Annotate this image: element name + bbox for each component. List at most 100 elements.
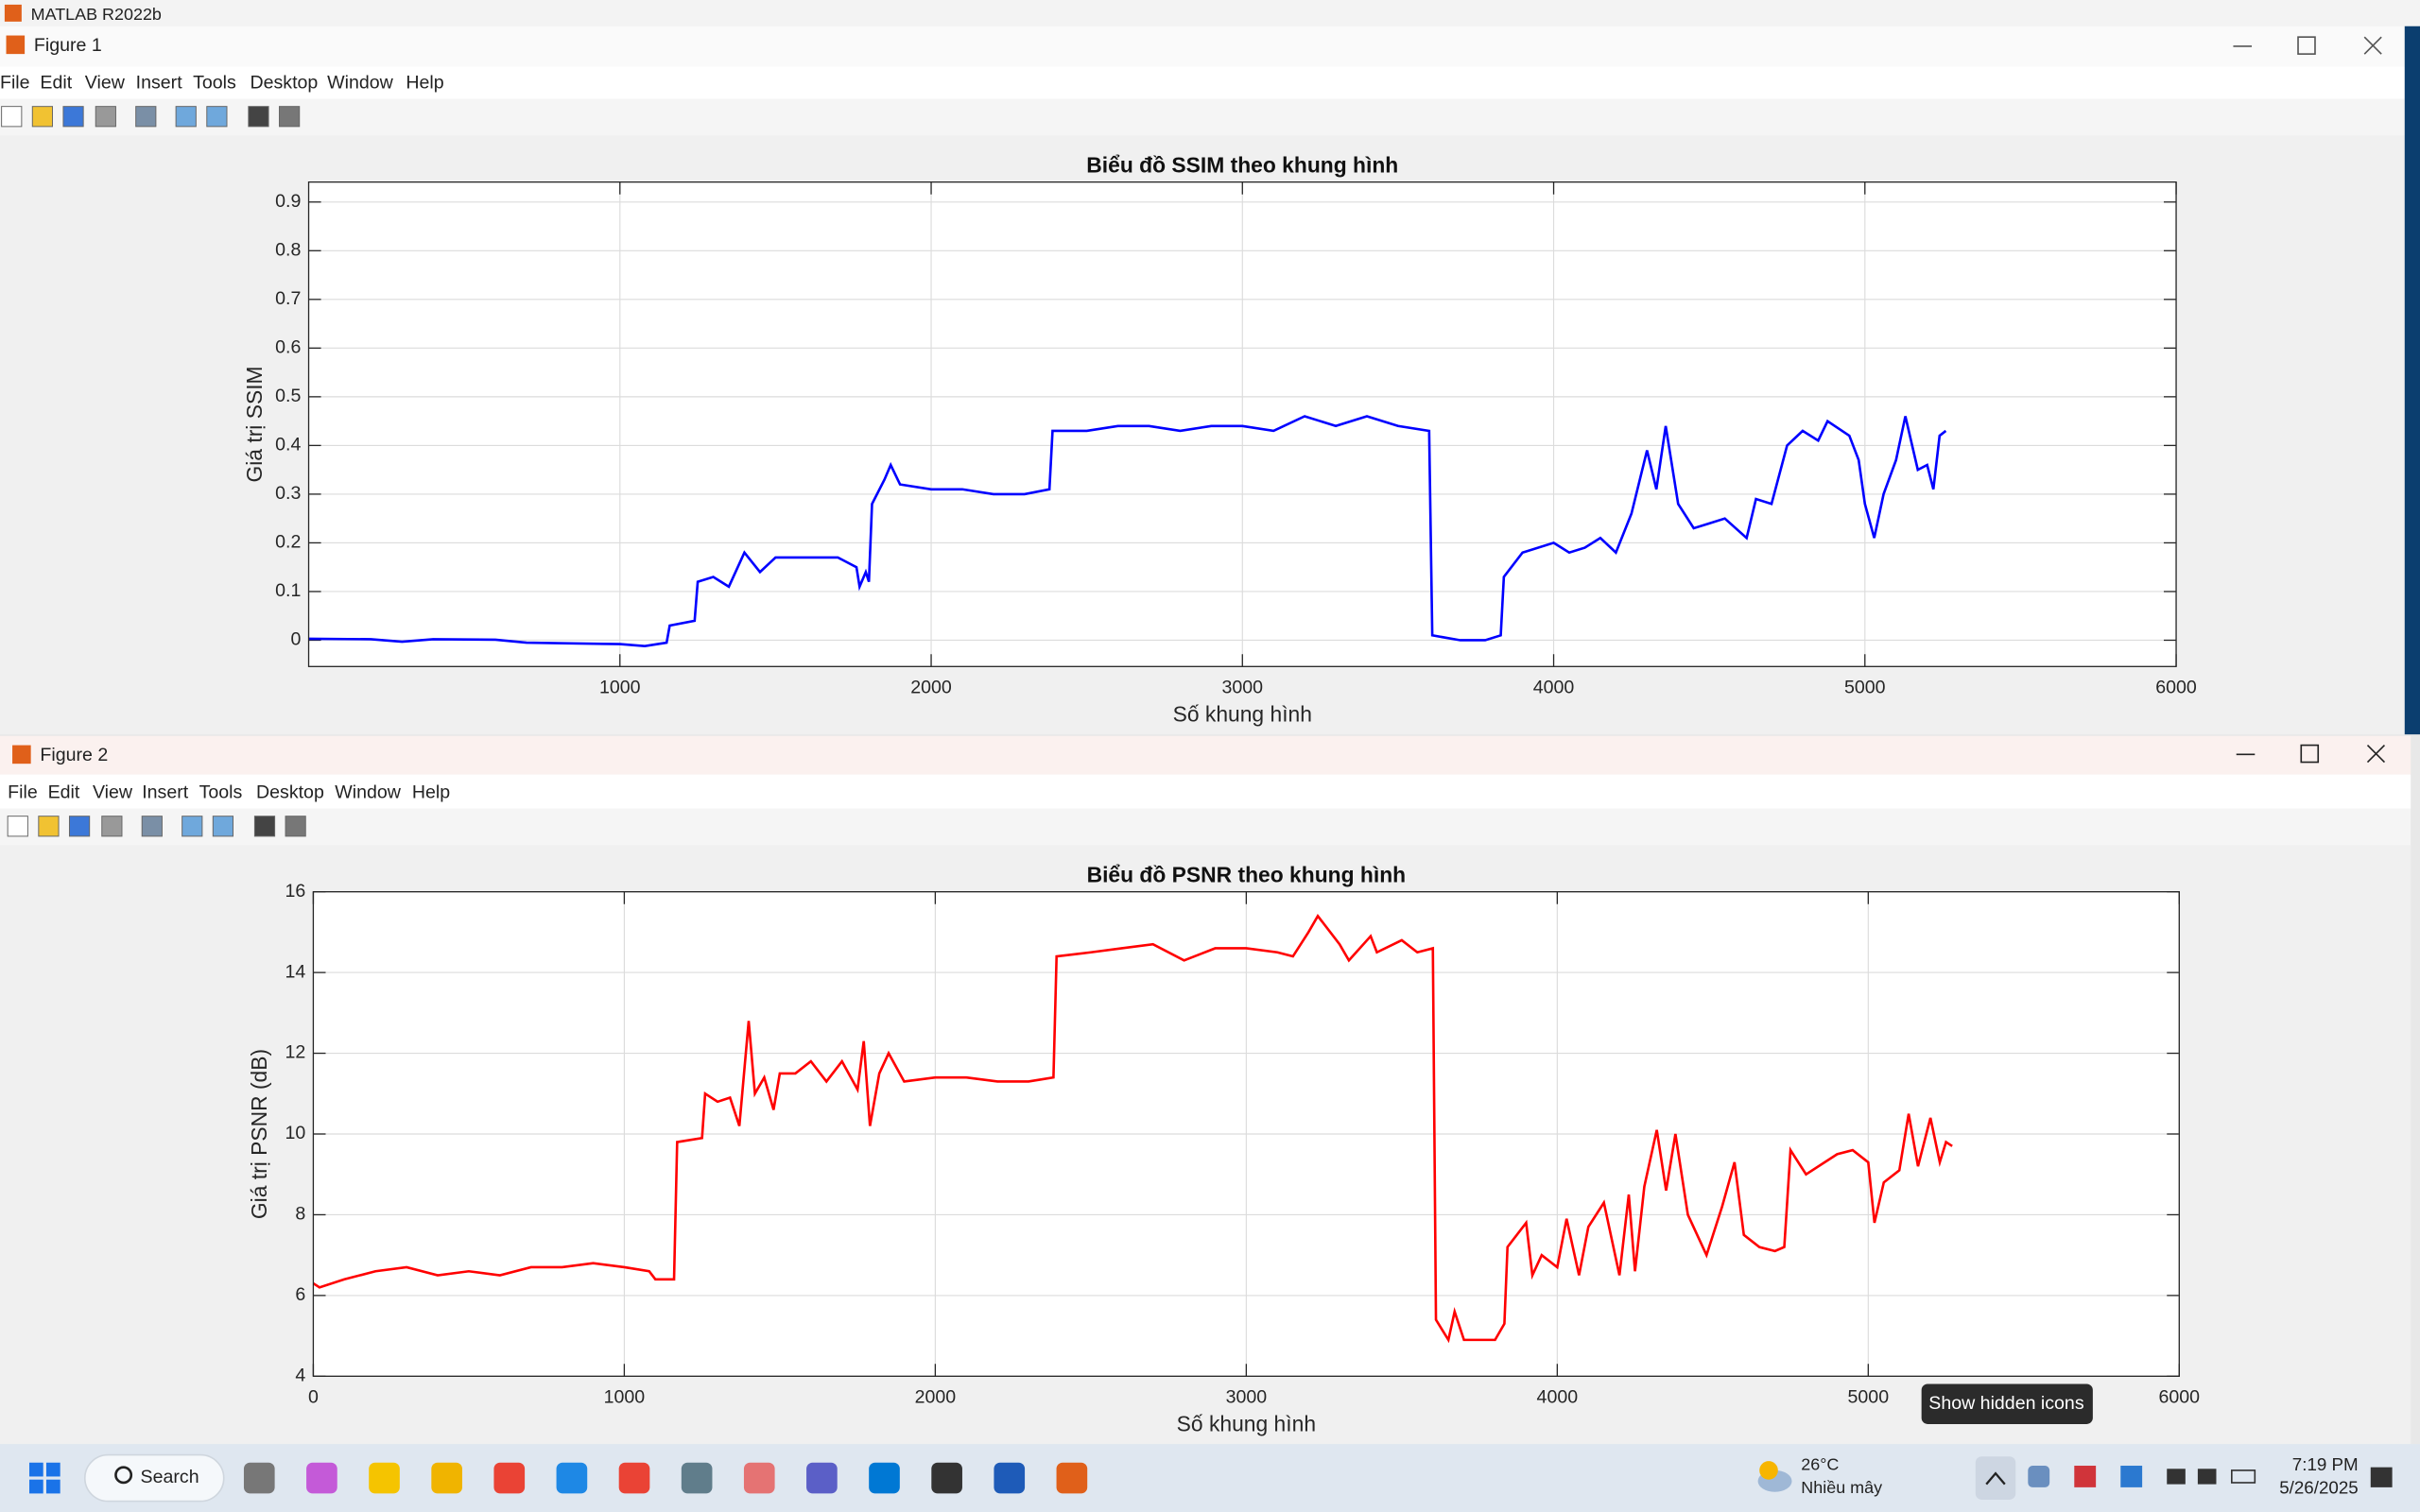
search-box[interactable] <box>83 1453 225 1503</box>
toolbar-button[interactable] <box>248 106 269 128</box>
window-icon <box>12 745 31 765</box>
chart: 0 0.1 0.2 0.3 0.4 0.5 0.6 0.7 0.8 0.9 1000 2000 3000… <box>242 152 2197 726</box>
menu-item[interactable]: Edit <box>40 72 72 93</box>
toolbar-button[interactable] <box>253 816 276 837</box>
notification-icon[interactable] <box>2370 1467 2393 1487</box>
clock-time[interactable]: 7:19 PM <box>2292 1454 2359 1474</box>
titlebar <box>0 735 2411 775</box>
toolbar-button[interactable] <box>206 106 228 128</box>
taskbar-app[interactable] <box>806 1462 838 1494</box>
taskbar-app[interactable] <box>431 1462 462 1494</box>
menu-item[interactable]: Tools <box>193 72 236 93</box>
y-tick-label: 0.9 <box>275 191 301 212</box>
menu-item[interactable]: Desktop <box>250 72 318 93</box>
y-tick-label: 10 <box>285 1123 305 1143</box>
toolbar-button[interactable] <box>285 816 306 837</box>
start-tile <box>45 1479 60 1494</box>
taskbar-app[interactable] <box>931 1462 962 1494</box>
taskbar-app[interactable] <box>1056 1462 1088 1494</box>
menu-item[interactable]: Insert <box>136 72 183 93</box>
taskbar-app[interactable] <box>243 1462 275 1494</box>
toolbar-button[interactable] <box>95 106 116 128</box>
taskbar-app[interactable] <box>994 1462 1026 1494</box>
x-tick-label: 3000 <box>1222 677 1264 697</box>
temperature: 26°C <box>1801 1455 1839 1474</box>
toolbar-button[interactable] <box>7 816 28 837</box>
y-tick-label: 16 <box>285 881 305 902</box>
menu-item[interactable]: Edit <box>48 782 80 802</box>
search-icon <box>114 1466 133 1485</box>
start-button[interactable] <box>29 1462 60 1494</box>
menu-item[interactable]: Help <box>412 782 450 802</box>
maximize-button[interactable] <box>2297 36 2316 55</box>
y-axis-label: Giá trị SSIM <box>242 366 267 482</box>
menu-item[interactable]: File <box>8 782 38 802</box>
toolbar-button[interactable] <box>31 106 53 128</box>
close-button[interactable] <box>2363 36 2382 55</box>
toolbar-button[interactable] <box>141 816 163 837</box>
toolbar-button[interactable] <box>279 106 301 128</box>
maximize-button[interactable] <box>2300 744 2320 764</box>
taskbar-app[interactable] <box>306 1462 337 1494</box>
x-tick-label: 1000 <box>599 677 641 697</box>
weather-sun <box>1759 1461 1778 1480</box>
menu-item[interactable]: Help <box>406 72 443 93</box>
taskbar-app[interactable] <box>681 1462 713 1494</box>
toolbar-button[interactable] <box>38 816 60 837</box>
taskbar-app[interactable] <box>556 1462 588 1494</box>
y-tick-label: 4 <box>295 1365 305 1385</box>
toolbar-button[interactable] <box>68 816 91 837</box>
toolbar <box>0 808 2411 846</box>
menu-item[interactable]: File <box>0 72 30 93</box>
menubar <box>0 774 2411 809</box>
tray-icon[interactable] <box>2120 1466 2143 1487</box>
menu-item[interactable]: Insert <box>142 782 189 802</box>
close-button[interactable] <box>2366 744 2386 764</box>
data-line <box>308 415 1947 647</box>
app-icon <box>4 4 22 22</box>
x-tick-label: 1000 <box>604 1386 646 1407</box>
tray-icon[interactable] <box>2074 1466 2097 1487</box>
toolbar-button[interactable] <box>212 816 234 837</box>
x-axis-label: Số khung hình <box>1173 702 1312 727</box>
app-title: MATLAB R2022b <box>31 5 162 24</box>
data-line <box>312 913 1953 1344</box>
chart-title: Biểu đồ PSNR theo khung hình <box>1087 862 1407 886</box>
menu-item[interactable]: Window <box>335 782 401 802</box>
toolbar-button[interactable] <box>1 106 23 128</box>
toolbar-button[interactable] <box>62 106 84 128</box>
menu-item[interactable]: Desktop <box>256 782 324 802</box>
menu-item[interactable]: View <box>93 782 133 802</box>
y-tick-label: 0 <box>290 629 301 650</box>
taskbar-app[interactable] <box>869 1462 900 1494</box>
volume-icon[interactable] <box>2197 1469 2217 1485</box>
menu-item[interactable]: Window <box>327 72 393 93</box>
y-tick-label: 8 <box>295 1204 305 1225</box>
taskbar-app[interactable] <box>369 1462 400 1494</box>
side-strip <box>2404 25 2420 735</box>
menubar <box>0 66 2405 99</box>
toolbar <box>0 98 2405 136</box>
toolbar-button[interactable] <box>182 816 203 837</box>
taskbar-app[interactable] <box>493 1462 526 1494</box>
menu-item[interactable]: Tools <box>199 782 243 802</box>
chart-title: Biểu đồ SSIM theo khung hình <box>1086 152 1398 177</box>
toolbar-button[interactable] <box>135 106 157 128</box>
taskbar-app[interactable] <box>618 1462 650 1494</box>
menu-item[interactable]: View <box>85 72 126 93</box>
taskbar <box>0 1444 2420 1512</box>
hidden-icons-button[interactable] <box>1975 1456 2016 1500</box>
taskbar-apps <box>243 1462 1088 1494</box>
battery-icon[interactable] <box>2231 1469 2256 1484</box>
y-tick-label: 0.3 <box>275 483 301 504</box>
tray-icon[interactable] <box>2028 1466 2050 1487</box>
wifi-icon[interactable] <box>2167 1469 2186 1485</box>
start-tile <box>29 1479 43 1494</box>
start-tile <box>45 1462 60 1477</box>
toolbar-button[interactable] <box>175 106 197 128</box>
toolbar-button[interactable] <box>101 816 123 837</box>
clock-date[interactable]: 5/26/2025 <box>2279 1477 2358 1497</box>
taskbar-app[interactable] <box>743 1462 775 1494</box>
x-tick-label: 6000 <box>2159 1386 2201 1407</box>
